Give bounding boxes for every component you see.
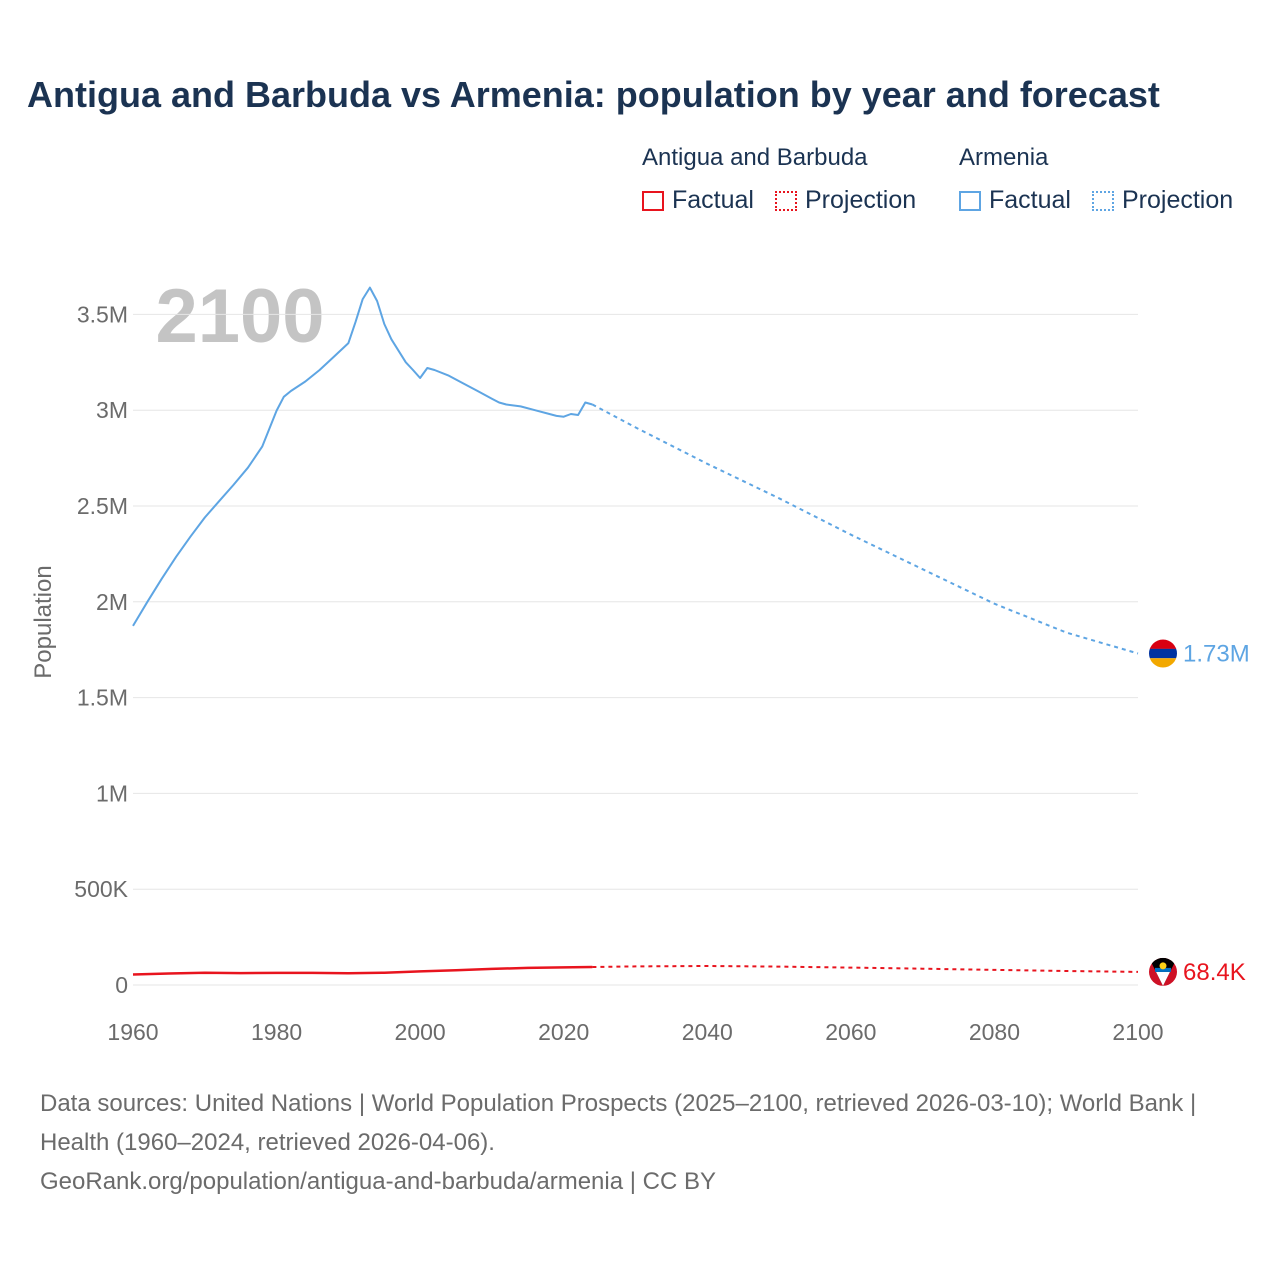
footer: Data sources: United Nations | World Pop…: [40, 1084, 1240, 1201]
x-tick-label: 2080: [969, 1019, 1020, 1045]
y-tick-label: 2.5M: [77, 493, 128, 519]
legend-armenia-factual[interactable]: Factual: [959, 186, 1071, 215]
armenia-end-value-label: 1.73M: [1183, 641, 1250, 668]
x-tick-label: 2040: [682, 1019, 733, 1045]
chart-title: Antigua and Barbuda vs Armenia: populati…: [27, 74, 1160, 115]
legend-armenia-projection-swatch: [1092, 190, 1114, 211]
y-tick-label: 500K: [74, 876, 128, 902]
legend-antigua-factual-swatch: [642, 190, 664, 211]
y-tick-label: 1.5M: [77, 685, 128, 711]
footer-link[interactable]: GeoRank.org/population/antigua-and-barbu…: [40, 1168, 716, 1195]
year-watermark: 2100: [155, 274, 324, 359]
armenia-flag-blue: [1149, 648, 1177, 659]
x-tick-label: 1980: [251, 1019, 302, 1045]
antigua-flag-sun: [1159, 962, 1167, 970]
antigua-and-barbuda-projection-line: [592, 964, 1139, 973]
legend-antigua-factual[interactable]: Factual: [642, 186, 754, 215]
legend-group-armenia: Armenia: [959, 144, 1049, 171]
y-axis-label: Population: [30, 565, 57, 678]
x-tick-label: 2100: [1112, 1019, 1163, 1045]
legend-group-antigua: Antigua and Barbuda: [642, 144, 868, 171]
armenia-flag-stripes: [1149, 639, 1177, 668]
legend-armenia-factual-label: Factual: [989, 186, 1071, 214]
y-tick-label: 1M: [96, 780, 128, 806]
x-tick-label: 2020: [538, 1019, 589, 1045]
footer-sources: Data sources: United Nations | World Pop…: [40, 1090, 1197, 1156]
x-tick-label: 2000: [395, 1019, 446, 1045]
legend-antigua-factual-label: Factual: [672, 186, 754, 214]
legend-armenia-projection[interactable]: Projection: [1092, 186, 1233, 215]
antigua-flag-blue: [1155, 967, 1171, 972]
y-tick-label: 3.5M: [77, 301, 128, 327]
antigua-and-barbuda-flag-icon: [1149, 957, 1177, 986]
antigua-and-barbuda-end-value-label: 68.4K: [1183, 959, 1246, 986]
armenia-flag-orange: [1149, 658, 1177, 668]
x-tick-label: 1960: [107, 1019, 158, 1045]
x-tick-label: 2060: [825, 1019, 876, 1045]
y-tick-label: 3M: [96, 397, 128, 423]
armenia-flag-red: [1149, 639, 1177, 649]
antigua-flag-white: [1156, 971, 1170, 986]
legend-armenia-projection-label: Projection: [1122, 186, 1234, 214]
legend-armenia-factual-swatch: [959, 190, 981, 211]
y-tick-label: 0: [115, 972, 128, 998]
armenia-flag-icon: [1149, 639, 1177, 668]
armenia-projection-line: [591, 403, 1139, 655]
antigua-flag-body: [1149, 957, 1177, 986]
y-tick-label: 2M: [96, 589, 128, 615]
antigua-and-barbuda-factual-line: [132, 965, 593, 976]
legend-antigua-projection-label: Projection: [805, 186, 917, 214]
legend-antigua-projection-swatch: [775, 190, 797, 211]
armenia-factual-line: [132, 286, 593, 627]
legend-antigua-projection[interactable]: Projection: [775, 186, 916, 215]
